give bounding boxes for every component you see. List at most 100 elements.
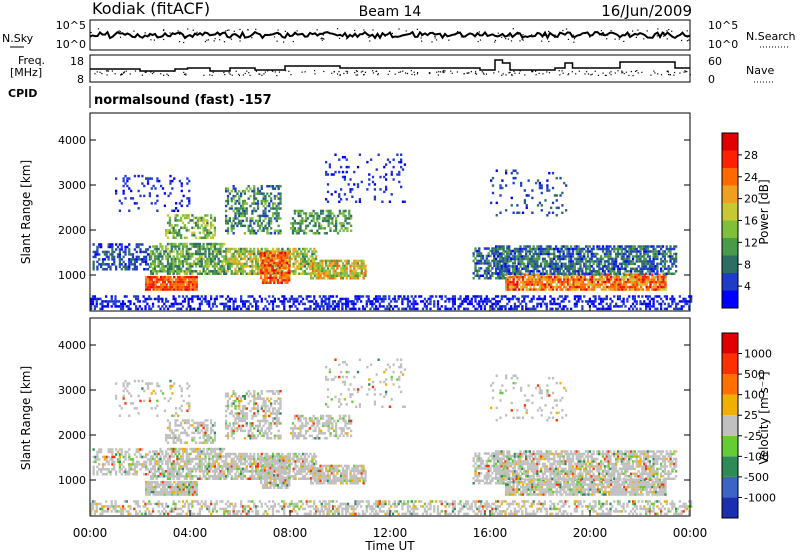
power-cell [125,305,128,308]
power-cell [171,187,174,190]
power-cell [506,283,510,286]
power-cell [353,277,356,280]
power-cell [225,222,228,225]
power-cell [390,173,393,176]
power-cell [195,257,198,261]
power-cell [101,302,104,306]
power-cell [170,262,173,266]
power-cell [575,257,578,261]
power-cell [525,307,528,311]
nave-dot [548,72,551,74]
power-cell [534,260,537,263]
power-cell [570,275,573,279]
power-cell [204,214,207,217]
power-cell [490,201,493,205]
power-cell [653,283,656,286]
power-cell [253,232,256,235]
power-cell [536,262,539,266]
power-cell [338,212,342,215]
power-cell [232,194,235,198]
power-cell [341,277,345,280]
power-cell [588,250,592,253]
power-cell [575,270,578,273]
power-cell [675,245,678,248]
power-cell [280,251,283,255]
power-cell [310,274,313,278]
power-cell [315,267,318,270]
power-cell [268,219,271,223]
power-cell [570,245,573,248]
nsearch-dot [97,28,100,30]
power-cell [137,189,140,193]
power-cell [198,231,202,235]
power-cell [270,267,273,271]
power-cell [558,250,562,253]
power-cell [609,302,612,306]
power-cell [260,264,263,267]
nave-dot [630,70,632,73]
power-cell [298,247,301,251]
power-cell [533,278,536,281]
power-cell [196,307,200,311]
power-cell [345,264,348,268]
power-cell [588,265,592,268]
nsearch-dot [599,34,601,36]
power-cell [427,297,430,301]
power-cell [279,207,282,210]
power-cell [549,265,552,268]
power-cell [609,257,612,261]
power-cell [262,199,265,203]
power-cell [275,194,278,198]
power-cell [206,247,209,251]
power-cell [665,260,668,263]
power-cell [598,267,601,271]
power-cell [191,295,194,298]
power-cell [188,278,191,281]
power-cell [504,257,507,261]
power-cell [175,288,178,291]
power-cell [249,252,252,256]
power-cell [523,295,526,298]
power-cell [267,271,270,275]
power-cell [133,248,137,251]
power-cell [558,270,562,273]
power-cell [264,197,267,200]
power-cell [185,272,188,275]
power-cell [523,297,526,301]
power-cell [317,264,320,268]
power-cell [364,269,367,273]
power-cell [562,297,565,301]
power-cell [180,250,183,253]
power-cell [308,214,312,218]
power-cell [547,247,550,251]
power-cell [556,302,560,306]
power-cell [631,245,635,248]
power-cell [211,224,215,227]
power-cell [282,279,285,282]
power-cell [468,302,472,306]
nave-dot [689,74,691,76]
power-cell [358,274,362,278]
power-cell [346,302,350,306]
power-cell [354,307,357,311]
nave-dot [323,70,325,73]
power-cell [580,285,583,289]
power-cell [491,302,494,306]
power-cell [141,243,144,246]
power-cell [226,229,230,233]
power-cell [610,285,613,289]
power-cell [206,267,209,271]
power-cell [355,274,358,278]
nave-dot [591,73,593,75]
power-cell [213,272,217,275]
power-cell [643,265,646,268]
power-cell [518,288,521,291]
power-cell [355,277,358,280]
power-cell [347,274,350,278]
power-cell [195,245,198,248]
power-cell [476,249,479,253]
power-cell [538,297,541,301]
power-cell [600,260,603,263]
power-cell [236,224,239,228]
